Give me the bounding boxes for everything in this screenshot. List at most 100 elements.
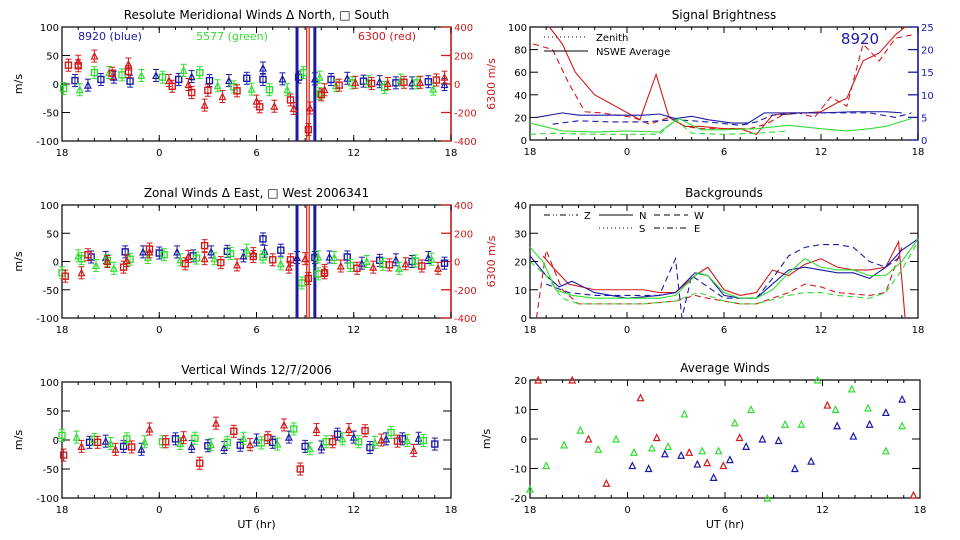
x-tick-label: 0 bbox=[156, 148, 162, 159]
data-point-square bbox=[205, 76, 214, 85]
data-point-triangle bbox=[424, 253, 433, 262]
x-tick-label: 6 bbox=[721, 147, 727, 158]
data-point-square bbox=[294, 73, 303, 81]
data-point-triangle bbox=[249, 249, 258, 258]
data-point-triangle bbox=[636, 393, 645, 402]
data-point-square bbox=[333, 430, 342, 438]
x-tick-label: 12 bbox=[815, 147, 828, 158]
data-point-triangle bbox=[677, 450, 686, 459]
data-point-triangle bbox=[377, 435, 386, 444]
wavelength-annotation: 5577 (green) bbox=[196, 30, 268, 43]
data-point-triangle bbox=[612, 434, 621, 443]
data-point-triangle bbox=[725, 455, 734, 464]
data-point-square bbox=[424, 78, 433, 86]
x-axis-label: UT (hr) bbox=[706, 518, 744, 531]
data-point-square bbox=[259, 75, 267, 84]
y-right-tick-label: 0 bbox=[454, 258, 460, 269]
y-right-tick-label: 10 bbox=[921, 91, 934, 102]
data-point-triangle bbox=[207, 247, 216, 256]
data-point-triangle bbox=[145, 424, 154, 433]
y-tick-label: -100 bbox=[36, 314, 59, 325]
y-tick-label: -20 bbox=[511, 494, 527, 505]
data-point-triangle bbox=[179, 433, 188, 442]
data-point-square bbox=[196, 68, 204, 77]
series-line bbox=[529, 241, 919, 305]
data-point-triangle bbox=[401, 259, 410, 268]
y-tick-label: 100 bbox=[508, 23, 527, 34]
y-tick-label: 0 bbox=[53, 436, 59, 447]
data-point-triangle bbox=[109, 263, 118, 272]
data-point-triangle bbox=[176, 255, 185, 264]
data-point-square bbox=[259, 253, 267, 261]
data-point-square bbox=[84, 251, 92, 259]
data-point-triangle bbox=[246, 440, 254, 449]
x-tick-label: 12 bbox=[347, 505, 360, 516]
data-point-triangle bbox=[774, 436, 783, 445]
data-point-triangle bbox=[409, 446, 418, 455]
wavelength-annotation: 8920 bbox=[841, 30, 879, 48]
data-point-square bbox=[328, 438, 337, 446]
data-point-square bbox=[192, 254, 201, 262]
y-right-tick-label: 200 bbox=[454, 229, 473, 240]
data-point-triangle bbox=[218, 92, 227, 101]
data-point-square bbox=[119, 442, 128, 451]
data-point-triangle bbox=[382, 434, 391, 443]
data-point-square bbox=[265, 85, 274, 94]
y-axis-label: m/s bbox=[12, 74, 25, 94]
data-point-triangle bbox=[369, 262, 378, 271]
data-point-square bbox=[304, 125, 313, 134]
data-point-triangle bbox=[576, 425, 585, 434]
data-point-square bbox=[277, 246, 285, 254]
y-tick-label: 20 bbox=[514, 113, 527, 124]
series-line bbox=[542, 239, 906, 319]
data-point-triangle bbox=[429, 84, 438, 93]
y-right-tick-label: 0 bbox=[454, 80, 460, 91]
data-point-square bbox=[223, 438, 232, 447]
data-point-triangle bbox=[140, 437, 149, 446]
data-point-square bbox=[264, 433, 272, 442]
x-tick-label: 18 bbox=[524, 325, 537, 336]
wavelength-annotation: 8920 (blue) bbox=[78, 30, 142, 43]
data-point-triangle bbox=[781, 419, 790, 428]
y-tick-label: 100 bbox=[40, 201, 59, 212]
legend-label: W bbox=[694, 211, 704, 222]
y-tick-label: -50 bbox=[43, 109, 59, 120]
y-tick-label: 0 bbox=[53, 80, 59, 91]
data-point-triangle bbox=[790, 464, 799, 473]
data-point-square bbox=[361, 427, 369, 435]
data-point-square bbox=[93, 438, 102, 447]
series-line bbox=[533, 34, 912, 130]
data-point-triangle bbox=[310, 74, 319, 83]
data-point-triangle bbox=[273, 439, 282, 448]
data-point-square bbox=[196, 459, 204, 467]
data-point-square bbox=[200, 241, 209, 250]
data-point-square bbox=[286, 256, 295, 264]
data-point-square bbox=[419, 436, 428, 445]
y-tick-label: -50 bbox=[43, 465, 59, 476]
x-tick-label: 12 bbox=[347, 148, 360, 159]
series-line bbox=[548, 26, 906, 135]
data-point-triangle bbox=[898, 421, 907, 430]
data-point-triangle bbox=[370, 437, 379, 446]
plot-frame bbox=[529, 379, 921, 499]
data-point-square bbox=[187, 88, 196, 97]
data-point-triangle bbox=[320, 85, 329, 94]
data-point-square bbox=[393, 437, 402, 445]
data-point-triangle bbox=[325, 252, 334, 261]
data-point-square bbox=[77, 254, 86, 263]
data-point-triangle bbox=[343, 73, 352, 82]
data-point-square bbox=[158, 73, 167, 81]
data-point-triangle bbox=[293, 253, 301, 262]
data-point-triangle bbox=[270, 101, 279, 110]
y-right-tick-label: 400 bbox=[454, 201, 473, 212]
data-point-triangle bbox=[434, 263, 443, 272]
data-point-square bbox=[304, 274, 313, 283]
y-right-tick-label: 15 bbox=[921, 68, 934, 79]
data-point-triangle bbox=[644, 464, 653, 473]
data-point-triangle bbox=[306, 103, 314, 112]
y-right-tick-label: 20 bbox=[921, 46, 934, 57]
data-point-square bbox=[316, 89, 324, 98]
data-point-square bbox=[418, 262, 426, 270]
x-tick-label: 6 bbox=[253, 325, 259, 336]
